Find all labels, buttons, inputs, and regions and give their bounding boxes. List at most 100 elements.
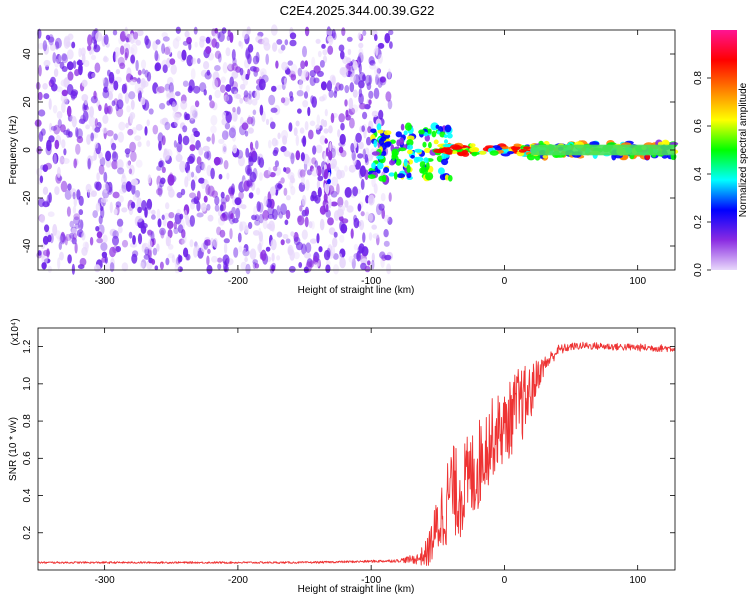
spectrogram-cell	[206, 255, 210, 266]
spectrogram-cell	[227, 211, 231, 221]
spectrogram-cell	[262, 37, 270, 46]
spectrogram-cell	[326, 80, 333, 92]
spectrogram-cell	[100, 197, 108, 203]
spectrogram-cell	[99, 156, 106, 167]
spectrogram-cell	[189, 117, 196, 124]
spectrogram-cell	[116, 159, 124, 170]
spectrogram-cell	[135, 59, 139, 72]
spectrogram-cell	[66, 49, 74, 60]
spectrogram-cell	[664, 140, 670, 146]
spectrogram-cell	[124, 92, 130, 104]
spectrogram-cell	[339, 170, 345, 179]
spectrogram-cell	[350, 142, 355, 153]
spectrogram-cell	[211, 38, 217, 48]
spectrogram-cell	[348, 107, 356, 115]
spectrogram-cell	[249, 248, 257, 260]
spectrogram-cell	[253, 206, 258, 216]
spectrogram-cell	[56, 86, 63, 93]
spectrogram-cell	[380, 193, 386, 202]
snr-y-tick-label: 0.2	[22, 525, 33, 539]
spectrogram-cell	[330, 201, 338, 207]
spectrogram-cell	[78, 118, 86, 124]
spectrogram-cell	[206, 69, 211, 76]
spectrogram-cell	[288, 122, 293, 132]
spectrogram-cell	[389, 159, 395, 166]
spectrogram-cell	[352, 60, 358, 71]
spectrogram-cell	[328, 125, 333, 134]
spectrogram-cell	[255, 84, 263, 91]
spectrogram-cell	[376, 155, 384, 160]
spectrogram-cell	[81, 79, 88, 88]
spectrogram-cell	[156, 188, 163, 196]
spectrogram-cell	[159, 180, 165, 188]
spectrogram-cell	[287, 244, 294, 256]
spectrogram-cell	[118, 121, 126, 131]
spectrogram-cell	[290, 63, 298, 75]
spectrogram-cell	[227, 62, 233, 70]
spectrogram-cell	[205, 184, 211, 196]
spectrogram-cell	[255, 35, 263, 43]
spectrogram-cell	[328, 89, 334, 98]
spectrogram-cell	[246, 116, 254, 125]
spectrogram-cell	[283, 150, 291, 157]
spectrogram-cell	[173, 221, 177, 230]
spectrogram-cell	[406, 164, 411, 173]
spectrogram-cell	[358, 80, 365, 89]
spectrogram-cell	[90, 132, 94, 142]
spectrogram-cell	[167, 253, 175, 259]
spectrogram-cell	[96, 172, 100, 182]
spectrogram-cell	[242, 248, 250, 257]
spectrogram-cell	[159, 118, 167, 125]
spectrogram-cell	[38, 109, 46, 117]
spectrogram-cell	[383, 214, 390, 222]
snr-series-line	[37, 341, 676, 566]
spectrogram-cell	[271, 85, 277, 92]
spectrogram-cell	[328, 150, 333, 161]
spectrogram-cell	[299, 205, 303, 212]
spectrogram-cell	[199, 82, 207, 93]
spectrogram-cell	[272, 165, 278, 172]
spectrogram-cell	[48, 192, 52, 203]
spectrogram-cell	[166, 185, 173, 192]
spectrogram-cell	[125, 122, 129, 129]
spectrogram-cell	[145, 38, 151, 49]
spectrogram-cell	[242, 78, 248, 86]
spectrogram-cell	[107, 84, 114, 94]
spectrogram-cell	[301, 243, 307, 255]
spectrogram-cell	[238, 191, 244, 200]
spectrogram-cell	[134, 190, 141, 198]
spectrogram-cell	[443, 139, 449, 144]
spectrogram-cell	[329, 198, 332, 209]
spectrogram-cell	[319, 60, 325, 68]
spectrogram-cell	[265, 246, 271, 252]
spectrogram-cell	[275, 60, 279, 69]
spectrogram-cell	[71, 237, 77, 245]
colorbar-tick-label: 0.4	[693, 167, 704, 181]
spectrogram-cell	[98, 215, 103, 225]
spectrogram-cell	[162, 36, 170, 42]
spectrogram-cell	[376, 123, 382, 131]
spectrogram-cell	[72, 233, 78, 240]
spectrogram-cell	[340, 50, 345, 60]
spectrogram-cell	[204, 239, 212, 246]
spectrogram-cell	[277, 132, 281, 140]
spectrogram-cell	[43, 93, 50, 100]
spectrogram-cell	[53, 68, 59, 77]
snr-y-tick-label: 0.8	[22, 414, 33, 428]
spectrogram-cell	[239, 67, 244, 76]
spectrogram-cell	[237, 232, 242, 243]
spectrogram-cell	[345, 57, 351, 64]
spectrogram-cell	[301, 176, 305, 186]
spectrogram-cell	[375, 74, 379, 85]
spectrogram-cell	[151, 258, 156, 265]
spectrogram-cell	[62, 158, 70, 164]
spectrogram-cell	[90, 54, 97, 61]
spectrogram-cell	[66, 105, 72, 117]
spectrogram-cell	[360, 178, 365, 190]
spectrogram-cell	[203, 89, 207, 96]
snr-frame	[37, 327, 676, 571]
spectrogram-cell	[190, 179, 196, 191]
spectrogram-cell	[175, 153, 183, 163]
spectrogram-cell	[193, 85, 201, 94]
spectrogram-cell	[161, 43, 166, 54]
